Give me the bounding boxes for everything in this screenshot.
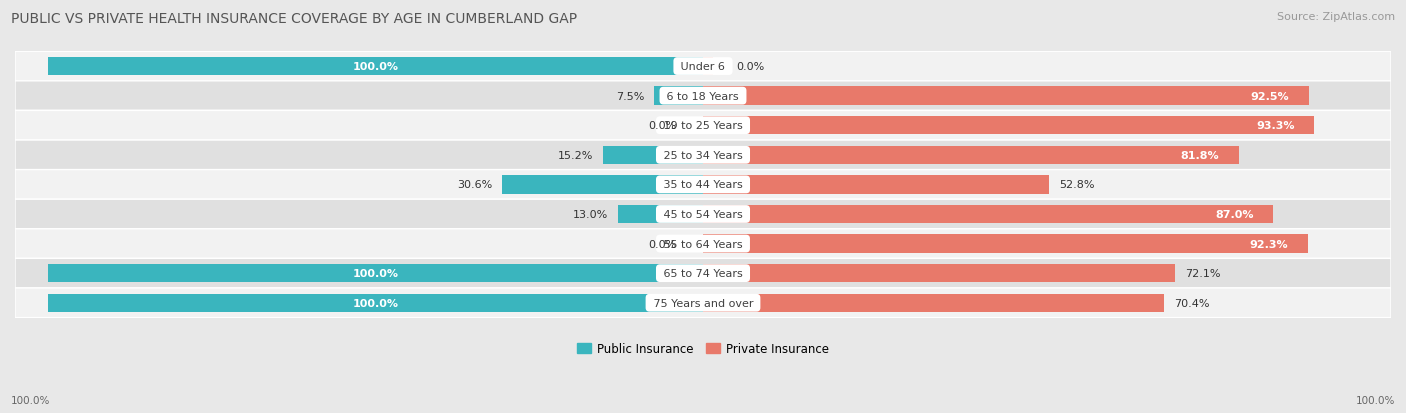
Text: 100.0%: 100.0% [353,268,398,278]
Bar [703,264,1175,282]
Text: 19 to 25 Years: 19 to 25 Years [659,121,747,131]
Text: 100.0%: 100.0% [353,298,398,308]
FancyBboxPatch shape [15,82,1391,111]
Bar [48,294,703,312]
Text: 0.0%: 0.0% [735,62,763,72]
Text: 15.2%: 15.2% [558,150,593,160]
Text: 0.0%: 0.0% [648,239,676,249]
FancyBboxPatch shape [15,52,1391,82]
Text: 100.0%: 100.0% [353,62,398,72]
Text: 7.5%: 7.5% [616,91,644,102]
Text: 100.0%: 100.0% [1355,395,1395,405]
Bar [502,176,703,194]
Text: 92.5%: 92.5% [1251,91,1289,102]
Bar [703,146,1239,165]
Bar [654,87,703,106]
FancyBboxPatch shape [15,259,1391,288]
Text: 75 Years and over: 75 Years and over [650,298,756,308]
Text: 52.8%: 52.8% [1059,180,1094,190]
Text: 72.1%: 72.1% [1185,268,1220,278]
Bar [703,176,1049,194]
Bar [703,235,1308,253]
Text: 6 to 18 Years: 6 to 18 Years [664,91,742,102]
FancyBboxPatch shape [15,229,1391,259]
Text: 25 to 34 Years: 25 to 34 Years [659,150,747,160]
Text: Source: ZipAtlas.com: Source: ZipAtlas.com [1277,12,1395,22]
Bar [703,58,713,76]
Bar [48,264,703,282]
Bar [703,117,1315,135]
Bar [603,146,703,165]
FancyBboxPatch shape [15,288,1391,318]
Text: 13.0%: 13.0% [572,209,607,219]
Text: 92.3%: 92.3% [1250,239,1288,249]
Text: 0.0%: 0.0% [648,121,676,131]
Bar [48,58,703,76]
Bar [617,205,703,223]
Text: 87.0%: 87.0% [1215,209,1253,219]
Legend: Public Insurance, Private Insurance: Public Insurance, Private Insurance [572,337,834,360]
Text: 30.6%: 30.6% [457,180,492,190]
Text: 93.3%: 93.3% [1256,121,1295,131]
Text: PUBLIC VS PRIVATE HEALTH INSURANCE COVERAGE BY AGE IN CUMBERLAND GAP: PUBLIC VS PRIVATE HEALTH INSURANCE COVER… [11,12,578,26]
FancyBboxPatch shape [15,200,1391,229]
Text: Under 6: Under 6 [678,62,728,72]
FancyBboxPatch shape [15,111,1391,141]
Text: 65 to 74 Years: 65 to 74 Years [659,268,747,278]
Bar [703,205,1272,223]
Text: 55 to 64 Years: 55 to 64 Years [659,239,747,249]
Text: 100.0%: 100.0% [11,395,51,405]
Text: 81.8%: 81.8% [1181,150,1219,160]
Text: 45 to 54 Years: 45 to 54 Years [659,209,747,219]
Text: 70.4%: 70.4% [1174,298,1209,308]
FancyBboxPatch shape [15,170,1391,200]
Bar [703,87,1309,106]
Text: 35 to 44 Years: 35 to 44 Years [659,180,747,190]
FancyBboxPatch shape [15,141,1391,170]
Bar [703,294,1164,312]
